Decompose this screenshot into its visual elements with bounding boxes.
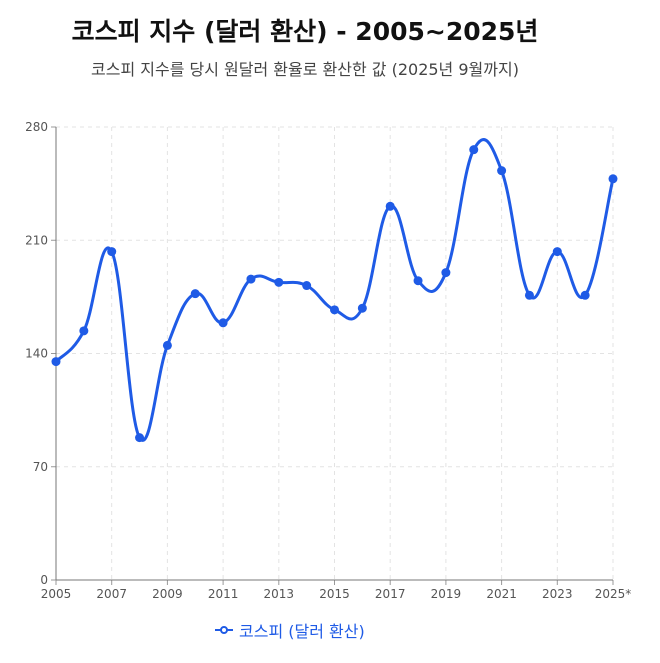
x-tick-label: 2023 (542, 587, 573, 601)
chart-title: 코스피 지수 (달러 환산) - 2005~2025년 (71, 17, 539, 46)
data-point (469, 145, 479, 155)
data-point (357, 303, 367, 313)
x-tick-label: 2009 (152, 587, 183, 601)
data-point (385, 201, 395, 211)
data-point (552, 247, 562, 257)
y-tick-label: 0 (40, 573, 48, 587)
data-point (302, 281, 312, 291)
y-tick-label: 70 (33, 460, 48, 474)
data-point (190, 289, 200, 299)
data-point (107, 247, 117, 257)
data-point (580, 290, 590, 300)
x-tick-label: 2021 (486, 587, 517, 601)
data-point (218, 318, 228, 328)
data-point (497, 166, 507, 176)
data-point (246, 274, 256, 284)
data-point (162, 340, 172, 350)
data-point (413, 276, 423, 286)
x-tick-label: 2007 (96, 587, 127, 601)
data-point (330, 305, 339, 315)
data-point (441, 268, 451, 278)
x-tick-label: 2011 (208, 587, 239, 601)
data-point (79, 326, 89, 336)
x-tick-label: 2005 (41, 587, 72, 601)
x-tick-label: 2019 (431, 587, 462, 601)
data-point (51, 357, 61, 367)
data-point (274, 277, 284, 287)
data-point (524, 290, 534, 300)
x-tick-label: 2013 (264, 587, 295, 601)
y-tick-label: 210 (25, 233, 48, 247)
legend-label: 코스피 (달러 환산) (239, 622, 365, 641)
legend-line-marker-icon (215, 626, 233, 634)
x-tick-label: 2015 (319, 587, 350, 601)
x-tick-label: 2025* (595, 587, 632, 601)
data-point (135, 433, 145, 443)
y-tick-label: 280 (25, 120, 48, 134)
x-tick-label: 2017 (375, 587, 406, 601)
chart-subtitle: 코스피 지수를 당시 원달러 환율로 환산한 값 (2025년 9월까지) (91, 60, 519, 79)
y-tick-label: 140 (25, 347, 48, 361)
legend-item[interactable]: 코스피 (달러 환산) (215, 618, 365, 642)
data-point (608, 174, 618, 184)
